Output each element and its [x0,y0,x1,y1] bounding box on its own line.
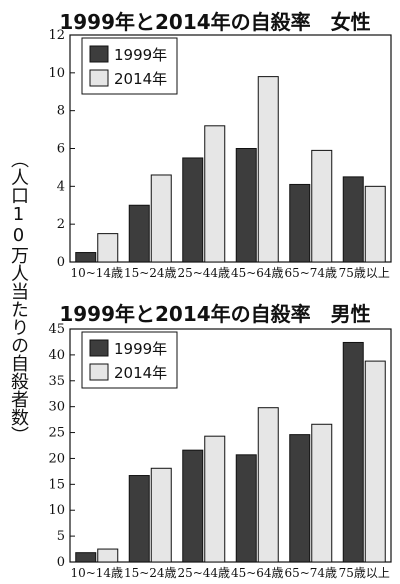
category-label: 75歳以上 [339,266,390,280]
category-label: 45~64歳 [231,266,284,280]
male-chart-title: 1999年と2014年の自殺率 男性 [59,302,371,326]
legend-swatch [89,69,109,87]
legend-label: 2014年 [114,70,167,88]
bar-series2-2 [204,435,226,563]
bar-series1-5 [342,341,364,563]
category-label: 65~74歳 [284,566,337,580]
y-tick-label: 10 [48,66,65,81]
y-tick-label: 8 [57,104,65,119]
bar-series1-4 [289,183,311,263]
category-label: 45~64歳 [231,566,284,580]
y-tick-label: 12 [48,28,65,43]
bar-series2-3 [257,76,279,263]
y-axis-label: （人口10万人当たりの自殺者数） [8,150,29,444]
bar-series2-0 [97,548,119,563]
bar-series1-0 [75,252,97,263]
bar-series1-3 [235,454,257,563]
y-tick-label: 45 [48,322,65,337]
legend-label: 1999年 [114,340,167,358]
category-label: 10~14歳 [70,566,123,580]
y-tick-label: 25 [48,426,65,441]
bar-series1-3 [235,148,257,263]
legend-swatch [89,45,109,63]
y-tick-label: 30 [48,400,65,415]
bar-series1-2 [182,449,204,563]
male-chart: 0 5 10 15 20 25 30 35 40 45 10~14歳 15~24歳 25~44歳 45~6… [48,322,392,580]
bar-series1-2 [182,157,204,263]
bar-series1-5 [342,176,364,263]
bar-series1-1 [128,204,150,263]
bar-series2-0 [97,233,119,263]
plot-frame [69,328,392,563]
bar-series1-0 [75,552,97,563]
bar-series2-2 [204,125,226,263]
y-tick-label: 10 [48,503,65,518]
legend-label: 2014年 [114,364,167,382]
bar-series2-4 [311,149,333,263]
bar-series2-3 [257,407,279,563]
category-label: 10~14歳 [70,266,123,280]
bar-series2-4 [311,423,333,563]
bar-series2-5 [364,185,386,263]
category-label: 65~74歳 [284,266,337,280]
bar-series1-4 [289,434,311,563]
legend-swatch [89,363,109,381]
y-tick-label: 4 [57,179,65,194]
y-tick-label: 40 [48,348,65,363]
bar-series1-1 [128,475,150,563]
category-label: 15~24歳 [124,566,177,580]
legend-label: 1999年 [114,46,167,64]
y-tick-label: 0 [57,555,65,570]
legend-swatch [89,339,109,357]
category-label: 75歳以上 [339,566,390,580]
y-tick-label: 15 [48,477,65,492]
y-tick-label: 0 [57,255,65,270]
category-label: 15~24歳 [124,266,177,280]
y-tick-label: 35 [48,374,65,389]
bar-series2-1 [150,174,172,263]
bar-series2-1 [150,467,172,563]
female-chart: 0 2 4 6 8 10 12 10~14歳 15~24歳 25~44歳 45~64歳 65~74歳 7… [48,28,392,280]
category-label: 25~44歳 [177,566,230,580]
category-label: 25~44歳 [177,266,230,280]
y-tick-label: 2 [57,217,65,232]
bar-series2-5 [364,360,386,563]
female-chart-title: 1999年と2014年の自殺率 女性 [59,10,371,34]
y-tick-label: 5 [57,529,65,544]
y-tick-label: 20 [48,451,65,466]
y-tick-label: 6 [57,142,65,157]
